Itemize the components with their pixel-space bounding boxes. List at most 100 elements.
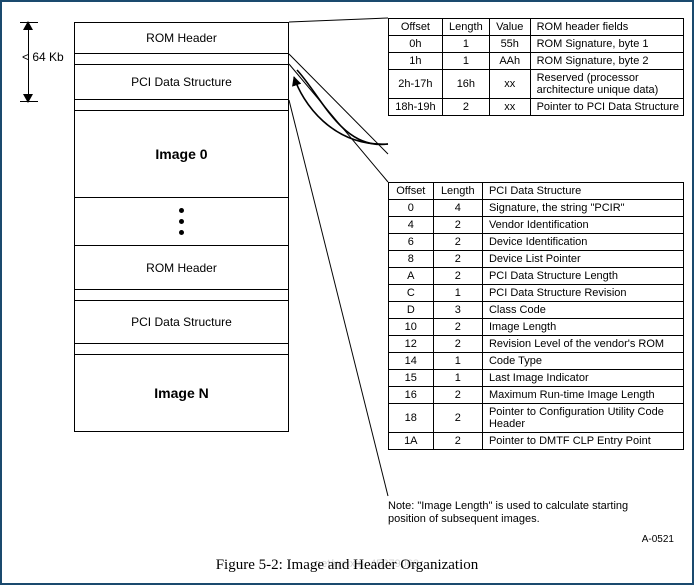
table-header: Offset [389, 19, 443, 36]
table-header: Length [433, 183, 482, 200]
table-cell: xx [489, 70, 530, 99]
table-cell: 3 [433, 302, 482, 319]
block-image-n: Image N [74, 354, 289, 432]
table-cell: 15 [389, 370, 434, 387]
table-row: 122Revision Level of the vendor's ROM [389, 336, 684, 353]
block-image-0: Image 0 [74, 110, 289, 198]
table-cell: 18h-19h [389, 99, 443, 116]
block-rom-header: ROM Header [74, 22, 289, 54]
block-rom-header-n: ROM Header [74, 246, 289, 290]
table-cell: Last Image Indicator [482, 370, 683, 387]
table-row: 82Device List Pointer [389, 251, 684, 268]
table-cell: 1A [389, 433, 434, 450]
table-cell: 1 [442, 36, 489, 53]
table-cell: Pointer to DMTF CLP Entry Point [482, 433, 683, 450]
table-header: PCI Data Structure [482, 183, 683, 200]
table-cell: 55h [489, 36, 530, 53]
image-layout-column: ROM Header PCI Data Structure Image 0 RO… [74, 22, 289, 432]
table-cell: 14 [389, 353, 434, 370]
table-cell: 2 [433, 319, 482, 336]
table-cell: 1h [389, 53, 443, 70]
block-gap4 [74, 344, 289, 354]
table-cell: 2 [433, 268, 482, 285]
block-pci-ds-n: PCI Data Structure [74, 300, 289, 344]
table-cell: PCI Data Structure Revision [482, 285, 683, 302]
table-cell: 4 [389, 217, 434, 234]
table-row: 62Device Identification [389, 234, 684, 251]
table-header: Offset [389, 183, 434, 200]
table-cell: Image Length [482, 319, 683, 336]
table-cell: 12 [389, 336, 434, 353]
figure-id: A-0521 [642, 534, 674, 545]
table-cell: 18 [389, 404, 434, 433]
table-header: Value [489, 19, 530, 36]
table-cell: Maximum Run-time Image Length [482, 387, 683, 404]
pci-data-structure-table: OffsetLengthPCI Data Structure 04Signatu… [388, 182, 684, 450]
table-cell: Device List Pointer [482, 251, 683, 268]
note-text: Note: "Image Length" is used to calculat… [388, 500, 668, 526]
table-cell: 16h [442, 70, 489, 99]
table-row: A2PCI Data Structure Length [389, 268, 684, 285]
table-cell: 1 [433, 370, 482, 387]
table-cell: 2 [442, 99, 489, 116]
table-row: 102Image Length [389, 319, 684, 336]
table-cell: xx [489, 99, 530, 116]
table-cell: 8 [389, 251, 434, 268]
table-row: 1h1AAhROM Signature, byte 2 [389, 53, 684, 70]
table-cell: 2h-17h [389, 70, 443, 99]
table-header: Length [442, 19, 489, 36]
watermark: .net/weixin_45279063 [312, 558, 419, 570]
figure-page: < 64 Kb ROM Header PCI Data Structure Im… [0, 0, 694, 585]
table-row: 42Vendor Identification [389, 217, 684, 234]
table-cell: 6 [389, 234, 434, 251]
table-row: 18h-19h2xxPointer to PCI Data Structure [389, 99, 684, 116]
table-cell: 1 [433, 353, 482, 370]
table-cell: 4 [433, 200, 482, 217]
table-cell: 2 [433, 404, 482, 433]
table-cell: PCI Data Structure Length [482, 268, 683, 285]
table-cell: 2 [433, 336, 482, 353]
table-cell: 2 [433, 234, 482, 251]
size-label: < 64 Kb [22, 50, 64, 64]
table-cell: Reserved (processor architecture unique … [530, 70, 683, 99]
table-cell: 1 [442, 53, 489, 70]
rom-header-fields-table: OffsetLengthValueROM header fields 0h155… [388, 18, 684, 116]
table-cell: 1 [433, 285, 482, 302]
table-row: 182Pointer to Configuration Utility Code… [389, 404, 684, 433]
table-cell: Pointer to Configuration Utility Code He… [482, 404, 683, 433]
table-row: 141Code Type [389, 353, 684, 370]
table-row: 1A2Pointer to DMTF CLP Entry Point [389, 433, 684, 450]
table-cell: 16 [389, 387, 434, 404]
table-cell: A [389, 268, 434, 285]
table-cell: ROM Signature, byte 2 [530, 53, 683, 70]
table-cell: AAh [489, 53, 530, 70]
table-cell: D [389, 302, 434, 319]
table-cell: 2 [433, 387, 482, 404]
table-cell: Signature, the string "PCIR" [482, 200, 683, 217]
table-row: 0h155hROM Signature, byte 1 [389, 36, 684, 53]
table-header: ROM header fields [530, 19, 683, 36]
table-cell: 2 [433, 433, 482, 450]
block-gap [74, 54, 289, 64]
table-cell: Code Type [482, 353, 683, 370]
table-cell: ROM Signature, byte 1 [530, 36, 683, 53]
table-row: C1PCI Data Structure Revision [389, 285, 684, 302]
block-pci-ds: PCI Data Structure [74, 64, 289, 100]
table-cell: 0 [389, 200, 434, 217]
table-cell: Class Code [482, 302, 683, 319]
table-cell: Pointer to PCI Data Structure [530, 99, 683, 116]
block-gap3 [74, 290, 289, 300]
table-row: 2h-17h16hxxReserved (processor architect… [389, 70, 684, 99]
block-ellipsis [74, 198, 289, 246]
table-cell: Device Identification [482, 234, 683, 251]
table-cell: C [389, 285, 434, 302]
block-gap2 [74, 100, 289, 110]
table-row: 04Signature, the string "PCIR" [389, 200, 684, 217]
table-cell: Revision Level of the vendor's ROM [482, 336, 683, 353]
table-cell: 2 [433, 251, 482, 268]
table-row: D3Class Code [389, 302, 684, 319]
table-cell: 10 [389, 319, 434, 336]
canvas: < 64 Kb ROM Header PCI Data Structure Im… [2, 2, 692, 583]
table-row: 151Last Image Indicator [389, 370, 684, 387]
table-cell: 0h [389, 36, 443, 53]
